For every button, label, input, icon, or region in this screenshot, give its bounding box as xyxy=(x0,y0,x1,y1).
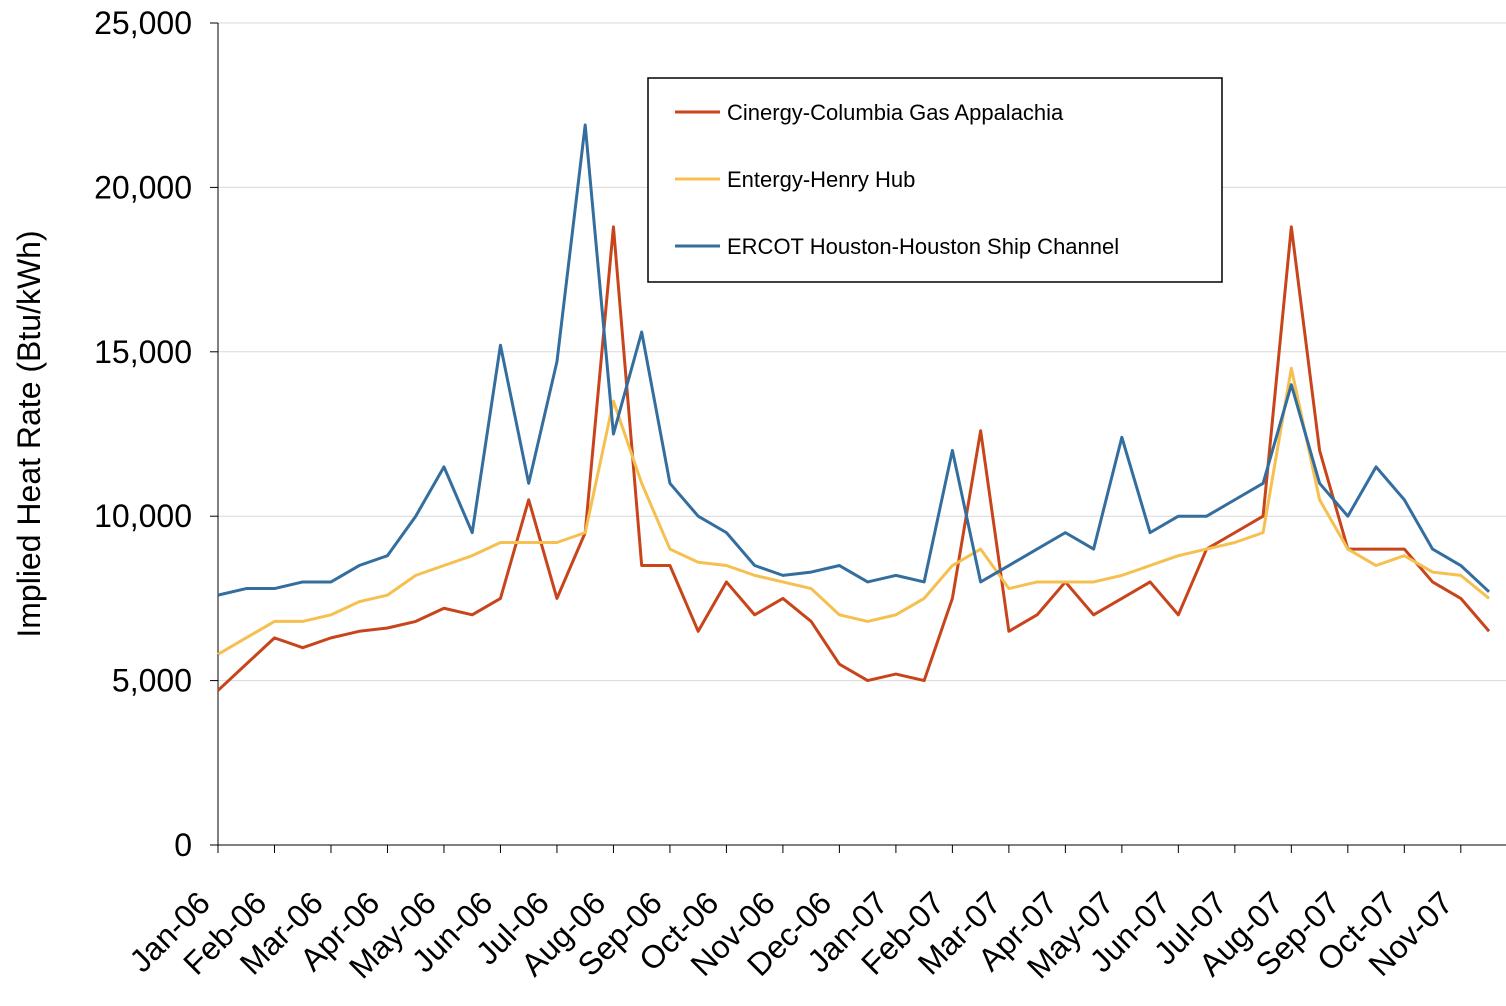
series-line xyxy=(216,225,1491,692)
series-line xyxy=(217,366,1491,656)
y-tick-label: 20,000 xyxy=(94,169,192,205)
y-tick-label: 0 xyxy=(174,827,192,863)
legend-box xyxy=(647,77,1223,283)
legend-label: ERCOT Houston-Houston Ship Channel xyxy=(727,234,1119,259)
y-tick-label: 15,000 xyxy=(94,334,192,370)
y-tick-label: 10,000 xyxy=(94,498,192,534)
y-tick-label: 25,000 xyxy=(94,5,192,41)
y-tick-label: 5,000 xyxy=(112,663,192,699)
legend-label: Cinergy-Columbia Gas Appalachia xyxy=(727,100,1064,125)
legend-label: Entergy-Henry Hub xyxy=(727,167,915,192)
series-line xyxy=(217,123,1491,597)
y-axis-title: Implied Heat Rate (Btu/kWh) xyxy=(11,230,47,637)
